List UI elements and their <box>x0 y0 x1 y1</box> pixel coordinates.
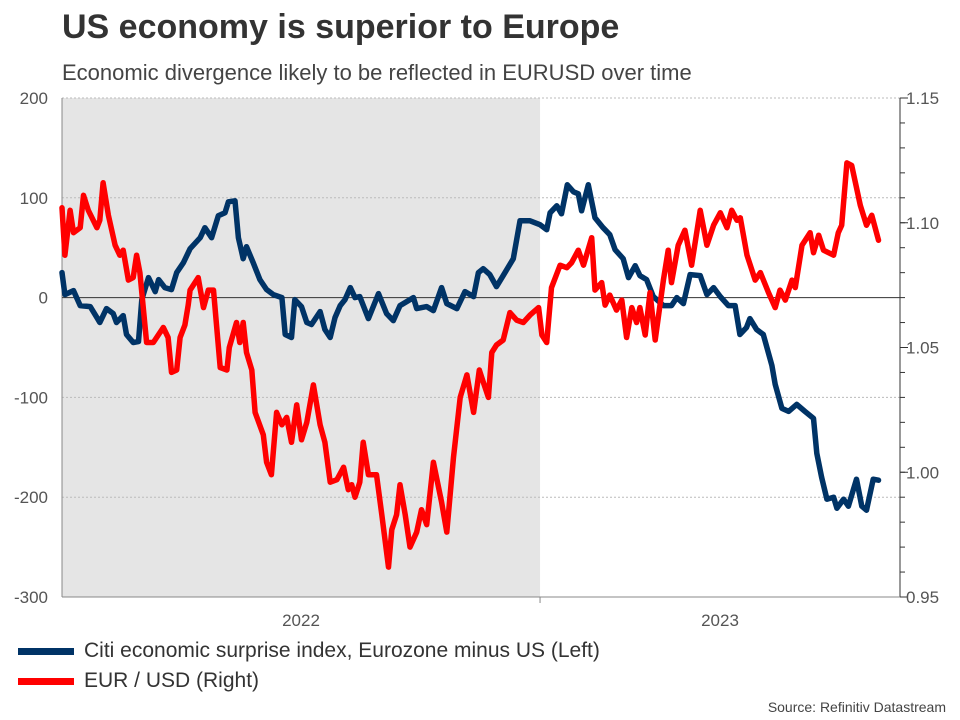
legend-swatch-cesi <box>18 647 74 655</box>
chart-title: US economy is superior to Europe <box>62 8 620 46</box>
legend-item-cesi: Citi economic surprise index, Eurozone m… <box>18 636 600 666</box>
chart-subtitle: Economic divergence likely to be reflect… <box>62 60 692 85</box>
left-axis-tick-label: -100 <box>14 388 48 407</box>
right-axis-tick-label: 1.10 <box>906 214 939 233</box>
legend: Citi economic surprise index, Eurozone m… <box>18 636 600 696</box>
legend-label-cesi: Citi economic surprise index, Eurozone m… <box>84 639 600 662</box>
right-axis-tick-label: 1.00 <box>906 463 939 482</box>
right-axis-tick-label: 1.15 <box>906 89 939 108</box>
left-axis-tick-label: -200 <box>14 488 48 507</box>
legend-item-eurusd: EUR / USD (Right) <box>18 666 600 696</box>
x-axis-tick-label: 2022 <box>282 611 320 630</box>
left-axis-tick-label: 200 <box>20 89 48 108</box>
left-axis-tick-label: -300 <box>14 588 48 607</box>
legend-label-eurusd: EUR / USD (Right) <box>84 669 260 692</box>
x-axis-tick-label: 2023 <box>701 611 739 630</box>
source-note: Source: Refinitiv Datastream <box>767 699 946 715</box>
series-line-eurusd <box>59 160 882 570</box>
right-axis-tick-label: 1.05 <box>906 339 939 358</box>
right-axis-tick-label: 0.95 <box>906 588 939 607</box>
legend-swatch-eurusd <box>18 677 74 685</box>
series-line-cesi <box>59 182 882 513</box>
left-axis-tick-label: 100 <box>20 189 48 208</box>
left-axis-tick-label: 0 <box>39 289 48 308</box>
shaded-region-2022 <box>62 98 541 597</box>
